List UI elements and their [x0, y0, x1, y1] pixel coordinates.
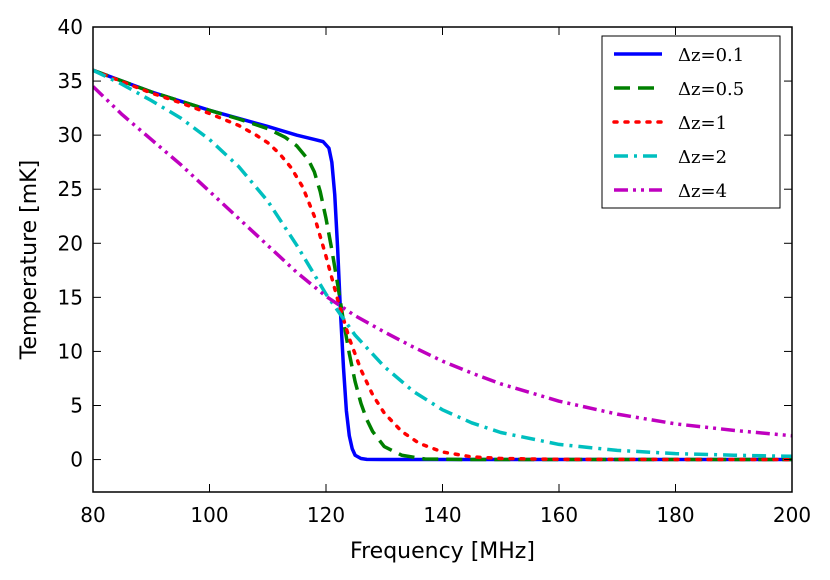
y-tick-label: 10	[58, 339, 83, 363]
legend-box	[601, 35, 781, 209]
y-tick-label: 20	[58, 231, 83, 255]
x-tick-label: 200	[773, 503, 811, 527]
ticks-layer: 80 100 120 140 160 180 200 0 5 10 15 20 25 30 35 40	[58, 15, 812, 527]
x-axis-label: Frequency [MHz]	[350, 539, 535, 564]
legend-label-3: Δz=1	[678, 113, 727, 134]
legend-label-4: Δz=2	[678, 147, 727, 168]
legend-label-2: Δz=0.5	[678, 79, 744, 100]
y-axis-label: Temperature [mK]	[17, 160, 42, 360]
series-layer	[93, 68, 792, 462]
x-tick-label: 120	[307, 503, 345, 527]
y-tick-label: 35	[58, 69, 83, 93]
series-line-4	[93, 68, 792, 459]
x-tick-label: 100	[190, 503, 228, 527]
y-tick-label: 15	[58, 285, 83, 309]
x-tick-label: 80	[80, 503, 105, 527]
x-tick-label: 180	[656, 503, 694, 527]
series-line-2	[93, 68, 792, 462]
series-line-3	[93, 68, 792, 462]
y-tick-label: 5	[70, 393, 83, 417]
x-tick-label: 140	[423, 503, 461, 527]
x-tick-label: 160	[540, 503, 578, 527]
legend-label-5: Δz=4	[678, 181, 727, 202]
y-tick-label: 40	[58, 15, 83, 39]
y-tick-label: 25	[58, 177, 83, 201]
legend: Δz=0.1 Δz=0.5 Δz=1 Δz=2 Δz=4	[601, 35, 781, 209]
y-tick-label: 0	[70, 448, 83, 472]
y-tick-label: 30	[58, 123, 83, 147]
legend-label-1: Δz=0.1	[678, 45, 744, 66]
series-line-1	[93, 68, 792, 462]
